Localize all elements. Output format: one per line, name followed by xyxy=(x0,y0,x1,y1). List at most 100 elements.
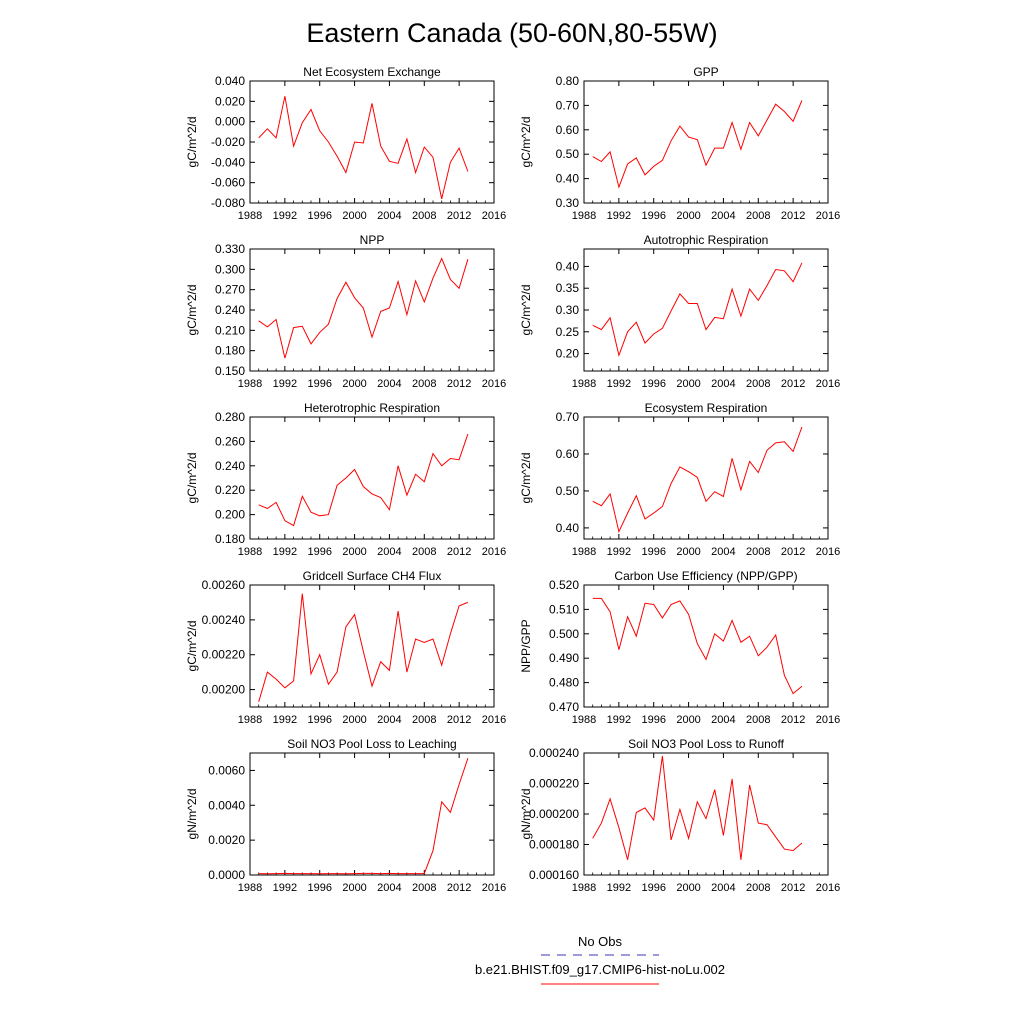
x-tick-label: 2008 xyxy=(746,546,770,558)
y-tick-label: 0.60 xyxy=(556,447,580,461)
model-series-line xyxy=(258,96,469,200)
x-tick-label: 2004 xyxy=(711,882,735,894)
panel-title: Soil NO3 Pool Loss to Leaching xyxy=(287,737,456,751)
y-tick-label: 0.300 xyxy=(215,262,245,276)
x-tick-label: 2012 xyxy=(447,546,471,558)
panel-title: Net Ecosystem Exchange xyxy=(303,65,441,79)
x-tick-label: 1992 xyxy=(273,882,297,894)
model-series-line xyxy=(258,593,469,702)
x-tick-label: 2016 xyxy=(816,546,840,558)
x-tick-label: 1992 xyxy=(607,546,631,558)
x-tick-label: 1996 xyxy=(641,882,665,894)
x-tick-label: 2012 xyxy=(447,378,471,390)
x-tick-label: 1988 xyxy=(238,546,262,558)
y-axis-label: gC/m^2/d xyxy=(519,453,533,504)
x-tick-label: 1988 xyxy=(238,714,262,726)
panel-title: Carbon Use Efficiency (NPP/GPP) xyxy=(614,569,797,583)
x-tick-label: 2000 xyxy=(342,882,366,894)
panel-6: Ecosystem Respiration 1988 1992 1996 2000 200… xyxy=(519,401,840,558)
y-tick-label: 0.000220 xyxy=(529,777,579,791)
x-tick-label: 2008 xyxy=(746,714,770,726)
panel-5: Heterotrophic Respiration 1988 1992 1996 200… xyxy=(185,401,506,558)
y-tick-label: 0.00240 xyxy=(202,613,246,627)
x-tick-label: 1996 xyxy=(641,546,665,558)
figure-title: Eastern Canada (50-60N,80-55W) xyxy=(306,18,717,48)
model-series-line xyxy=(258,257,469,359)
panel-title: Gridcell Surface CH4 Flux xyxy=(303,569,442,583)
x-tick-label: 1996 xyxy=(307,714,331,726)
y-tick-label: 0.210 xyxy=(215,323,245,337)
y-tick-label: 0.220 xyxy=(215,483,245,497)
x-tick-label: 1988 xyxy=(238,210,262,222)
x-tick-label: 2004 xyxy=(377,546,401,558)
x-tick-label: 2012 xyxy=(781,546,805,558)
x-tick-label: 2008 xyxy=(412,882,436,894)
x-tick-label: 2004 xyxy=(377,378,401,390)
model-series-line xyxy=(592,755,803,860)
y-tick-label: 0.240 xyxy=(215,303,245,317)
panel-1: Net Ecosystem Exchange 1988 1992 1996 2000 20… xyxy=(185,65,506,222)
x-tick-label: 1996 xyxy=(641,210,665,222)
y-tick-label: 0.30 xyxy=(556,303,580,317)
y-axis-label: gC/m^2/d xyxy=(185,453,199,504)
y-tick-label: 0.180 xyxy=(215,344,245,358)
x-tick-label: 2016 xyxy=(816,714,840,726)
x-tick-label: 1992 xyxy=(273,714,297,726)
plot-frame xyxy=(583,584,829,708)
plot-frame xyxy=(249,752,495,876)
panel-title: GPP xyxy=(693,65,718,79)
y-tick-label: 0.00220 xyxy=(202,648,246,662)
plot-frame xyxy=(583,248,829,372)
y-axis-label: gN/m^2/d xyxy=(519,789,533,840)
x-tick-label: 2016 xyxy=(482,882,506,894)
x-tick-label: 2004 xyxy=(711,714,735,726)
y-tick-label: 0.470 xyxy=(549,700,579,714)
x-tick-label: 2004 xyxy=(711,546,735,558)
y-tick-label: -0.080 xyxy=(211,196,245,210)
y-tick-label: 0.60 xyxy=(556,123,580,137)
y-tick-label: 0.280 xyxy=(215,410,245,424)
x-tick-label: 1992 xyxy=(607,210,631,222)
panels: Net Ecosystem Exchange 1988 1992 1996 2000 20… xyxy=(185,65,840,894)
y-tick-label: 0.40 xyxy=(556,172,580,186)
y-tick-label: 0.150 xyxy=(215,364,245,378)
y-tick-label: 0.000160 xyxy=(529,868,579,882)
panel-title: Heterotrophic Respiration xyxy=(304,401,440,415)
y-axis-label: gC/m^2/d xyxy=(185,285,199,336)
y-tick-label: 0.40 xyxy=(556,259,580,273)
panel-title: NPP xyxy=(360,233,385,247)
y-axis-label: gC/m^2/d xyxy=(185,621,199,672)
y-tick-label: 0.240 xyxy=(215,459,245,473)
y-tick-label: 0.510 xyxy=(549,602,579,616)
model-series-line xyxy=(258,758,469,875)
y-tick-label: 0.50 xyxy=(556,147,580,161)
model-series-line xyxy=(258,433,469,527)
y-tick-label: 0.000200 xyxy=(529,807,579,821)
x-tick-label: 2008 xyxy=(746,882,770,894)
y-tick-label: 0.0020 xyxy=(208,833,245,847)
y-tick-label: 0.000 xyxy=(215,115,245,129)
x-tick-label: 2012 xyxy=(447,882,471,894)
y-tick-label: 0.020 xyxy=(215,94,245,108)
x-tick-label: 2004 xyxy=(711,210,735,222)
y-tick-label: 0.490 xyxy=(549,651,579,665)
y-tick-label: 0.70 xyxy=(556,98,580,112)
y-tick-label: 0.80 xyxy=(556,74,580,88)
plot-frame xyxy=(249,80,495,204)
x-tick-label: 1996 xyxy=(307,378,331,390)
x-tick-label: 2016 xyxy=(816,210,840,222)
x-tick-label: 1988 xyxy=(572,882,596,894)
plot-frame xyxy=(583,80,829,204)
y-axis-label: gC/m^2/d xyxy=(519,117,533,168)
x-tick-label: 1992 xyxy=(273,546,297,558)
x-tick-label: 2000 xyxy=(676,210,700,222)
y-tick-label: 0.520 xyxy=(549,578,579,592)
x-tick-label: 2008 xyxy=(412,714,436,726)
x-tick-label: 1988 xyxy=(238,882,262,894)
x-tick-label: 2000 xyxy=(342,546,366,558)
x-tick-label: 2012 xyxy=(781,378,805,390)
panel-3: NPP 1988 1992 1996 2000 2004 2008 2012 2016 0.150… xyxy=(185,233,506,390)
y-tick-label: -0.020 xyxy=(211,135,245,149)
y-tick-label: 0.25 xyxy=(556,325,580,339)
x-tick-label: 1988 xyxy=(572,378,596,390)
